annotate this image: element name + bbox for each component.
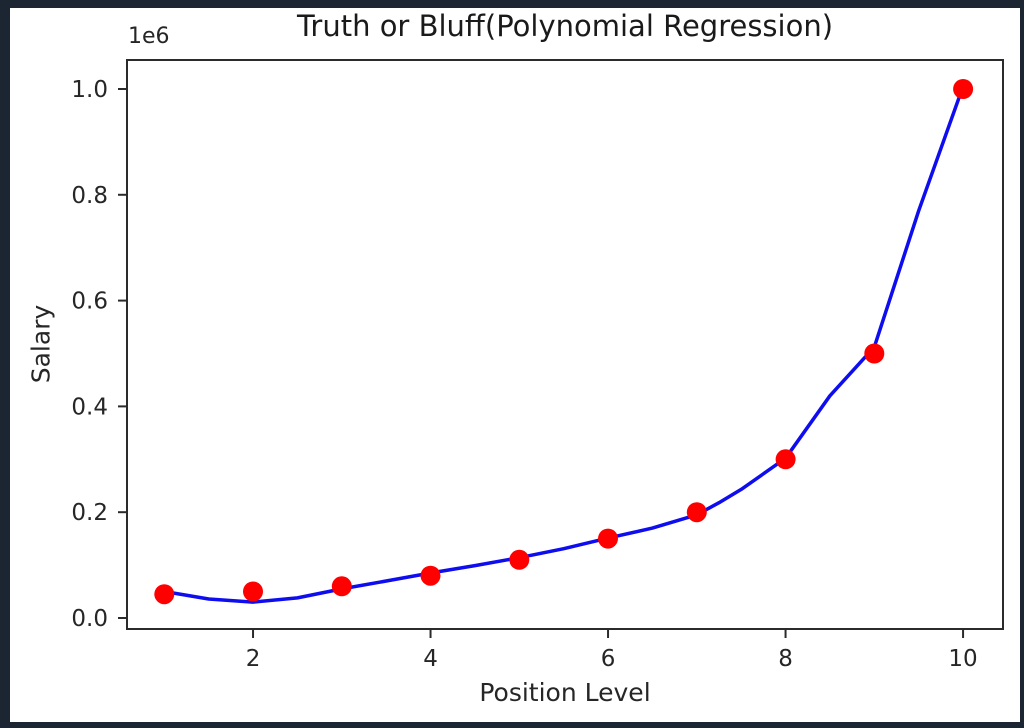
scatter-point	[420, 565, 441, 586]
scatter-point	[775, 449, 796, 470]
x-tick-label: 8	[778, 646, 793, 672]
scatter-point	[864, 343, 885, 364]
x-tick-label: 4	[423, 646, 438, 672]
scatter-point	[243, 581, 263, 602]
scatter-point	[598, 528, 618, 549]
scatter-point	[953, 79, 974, 99]
x-tick-label: 10	[948, 646, 977, 672]
x-tick-label: 6	[601, 646, 616, 672]
x-axis-label: Position Level	[479, 678, 651, 707]
y-tick-label: 1.0	[71, 77, 108, 103]
y-axis-offset-multiplier: 1e6	[128, 24, 170, 49]
y-tick-label: 0.0	[71, 606, 108, 632]
scatter-point	[331, 576, 352, 597]
y-tick-label: 0.2	[71, 500, 108, 526]
chart-title: Truth or Bluff(Polynomial Regression)	[296, 9, 834, 43]
x-tick-label: 2	[246, 646, 261, 672]
regression-line	[162, 84, 965, 604]
y-tick-label: 0.6	[71, 289, 108, 315]
scatter-point	[686, 502, 707, 523]
y-tick-label: 0.8	[71, 183, 108, 209]
scatter-point	[509, 549, 530, 570]
y-tick-label: 0.4	[71, 394, 108, 420]
axes-spines	[126, 59, 1004, 630]
figure-background	[10, 8, 1020, 722]
scatter-point	[154, 584, 175, 605]
